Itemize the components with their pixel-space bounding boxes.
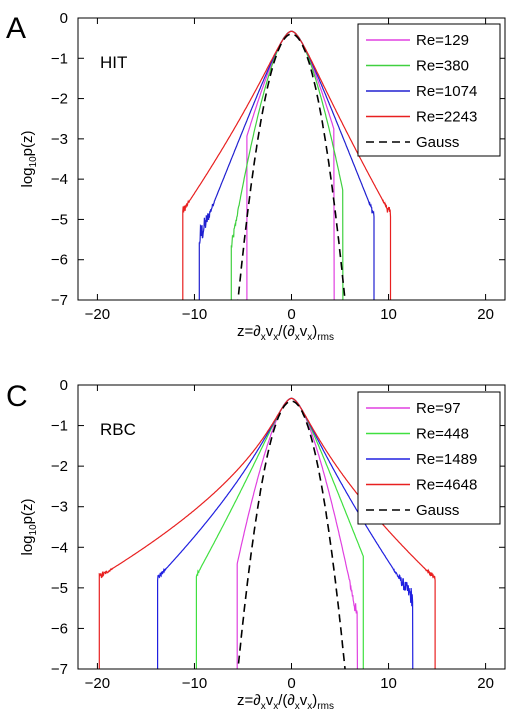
legend-label: Re=1074: [416, 83, 477, 100]
panel-letter: A: [6, 12, 26, 45]
x-tick-label: −10: [182, 675, 207, 692]
y-tick-label: 0: [60, 377, 68, 394]
legend: Re=129 Re=380 Re=1074 Re=2243 Gauss: [357, 23, 501, 157]
y-tick-label: −4: [51, 171, 68, 188]
x-tick-label: 20: [477, 675, 494, 692]
x-tick-label: 0: [287, 306, 295, 323]
x-tick-label: −10: [182, 306, 207, 323]
y-tick-label: −5: [51, 580, 68, 597]
chart-panel-c: −20 −10 0 10 20 0 −1 −2 −3 −4 −5 −6 −7 C RBC z=∂xvx/(∂x…: [6, 377, 506, 712]
y-axis-label: log10p(z): [19, 131, 39, 188]
x-tick-label: −20: [85, 675, 110, 692]
x-axis-label: z=∂xvx/(∂xvx)rms: [237, 692, 334, 712]
x-tick-label: 10: [380, 675, 397, 692]
y-tick-label: −2: [51, 91, 68, 108]
y-tick-label: −7: [51, 661, 68, 678]
panel-label: RBC: [100, 420, 136, 439]
y-tick-label: −6: [51, 620, 68, 637]
legend-label: Re=1489: [416, 451, 477, 468]
legend-label: Re=129: [416, 32, 469, 49]
y-tick-label: −3: [51, 499, 68, 516]
y-tick-label: 0: [60, 10, 68, 27]
x-tick-label: 0: [287, 675, 295, 692]
x-axis-label: z=∂xvx/(∂xvx)rms: [237, 323, 334, 343]
y-tick-label: −7: [51, 292, 68, 309]
y-tick-label: −6: [51, 252, 68, 269]
y-tick-label: −4: [51, 539, 68, 556]
series-line-re-448: [195, 397, 364, 669]
legend-label: Re=4648: [416, 477, 477, 494]
y-tick-label: −1: [51, 50, 68, 67]
chart-panel-a: −20 −10 0 10 20 0 −1 −2 −3 −4 −5 −6 −7 A HIT z=∂xvx/(∂x…: [6, 10, 506, 343]
plot-area: [182, 30, 392, 300]
legend-label: Gauss: [416, 134, 459, 151]
y-tick-label: −1: [51, 418, 68, 435]
legend-label: Gauss: [416, 502, 459, 519]
series-line-re-380: [230, 30, 344, 300]
series-line-re-1074: [198, 30, 375, 300]
x-tick-label: 20: [477, 306, 494, 323]
legend-label: Re=380: [416, 58, 469, 75]
series-line-gauss: [237, 400, 346, 669]
series-line-re-97: [236, 397, 359, 669]
x-tick-label: −20: [85, 306, 110, 323]
panel-label: HIT: [100, 53, 127, 72]
x-tick-label: 10: [380, 306, 397, 323]
y-tick-label: −2: [51, 458, 68, 475]
legend-label: Re=97: [416, 400, 461, 417]
y-tick-label: −5: [51, 211, 68, 228]
y-tick-label: −3: [51, 131, 68, 148]
y-axis-label: log10p(z): [19, 499, 39, 556]
legend: Re=97 Re=448 Re=1489 Re=4648 Gauss: [357, 391, 501, 525]
series-line-gauss: [237, 33, 346, 300]
legend-box: [357, 23, 501, 157]
series-line-re-129: [246, 30, 335, 300]
legend-label: Re=2243: [416, 109, 477, 126]
panel-letter: C: [6, 380, 28, 413]
series-line-re-2243: [182, 30, 392, 300]
legend-label: Re=448: [416, 426, 469, 443]
legend-box: [357, 391, 501, 525]
